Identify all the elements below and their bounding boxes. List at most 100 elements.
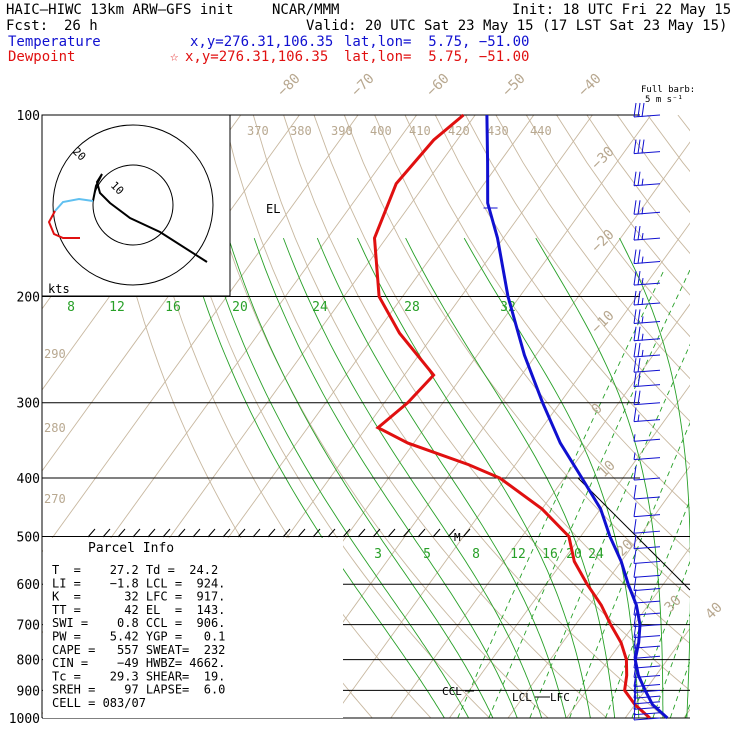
wind-barb — [633, 612, 661, 628]
wind-barb-shaft — [633, 655, 661, 659]
dry-adiabat-line — [434, 115, 690, 718]
valid-time: Valid: 20 UTC Sat 23 May 15 (17 LST Sat … — [306, 18, 728, 34]
pressure-label: 900 — [17, 684, 40, 699]
wind-barb-half — [641, 297, 644, 306]
wind-barb-flag — [633, 563, 637, 578]
isotherm-label: 10 — [596, 458, 619, 481]
parcel-line: Tc = 29.3 SHEAR= 19. — [52, 669, 225, 683]
pressure-label: 200 — [17, 291, 40, 306]
temperature-line — [485, 114, 669, 720]
wind-barb — [633, 372, 661, 388]
hatch-mark — [192, 528, 201, 538]
mixing-ratio-line — [698, 269, 740, 718]
mixing-ratio-label: 20 — [232, 300, 248, 315]
dry-adiabat-label: 280 — [44, 421, 66, 435]
lfc-label: LFC — [550, 691, 570, 704]
wind-barb-half — [633, 707, 636, 715]
wind-barb-shaft — [633, 665, 661, 669]
wind-barb-shaft — [633, 546, 661, 550]
theta-label: 370 — [247, 124, 269, 138]
dry-adiabat-label: 270 — [44, 492, 66, 506]
hatch-mark — [342, 528, 351, 538]
theta-label: 410 — [409, 124, 431, 138]
hatch-mark — [282, 528, 291, 538]
wind-barb-shaft — [633, 530, 661, 534]
wind-barb-flag — [633, 342, 637, 358]
isotherm-label: −80 — [275, 71, 304, 100]
wind-barb — [633, 678, 661, 693]
wind-barb-shaft — [633, 645, 661, 649]
mixing-ratio-line — [631, 268, 690, 718]
wind-barb-shaft — [633, 635, 661, 639]
wind-barb-shaft — [633, 689, 661, 693]
mixing-ratio-line — [605, 268, 690, 718]
lcl-label: LCL — [512, 691, 532, 704]
wind-barb-shaft — [633, 574, 661, 578]
wind-barb-shaft — [633, 674, 661, 678]
wind-barb-flag — [637, 139, 641, 154]
parcel-line: LI = −1.8 LCL = 924. — [52, 576, 225, 590]
wind-barb-flag — [633, 200, 637, 215]
wind-barb-shaft — [633, 457, 661, 461]
wind-barb-flag — [637, 171, 641, 186]
mixing-ratio-label: 8 — [472, 547, 480, 562]
init-time: Init: 18 UTC Fri 22 May 15 — [512, 2, 732, 18]
theta-label: 420 — [448, 124, 470, 138]
wind-barb-flag — [637, 326, 641, 341]
pressure-label: 1000 — [9, 712, 40, 727]
hatch-mark — [87, 528, 96, 538]
wind-barb — [633, 563, 661, 578]
isotherm-line — [42, 115, 359, 718]
mixing-ratio-label: 12 — [510, 547, 526, 562]
wind-barb-flag — [633, 623, 637, 638]
dry-adiabat-line — [252, 115, 666, 718]
dry-adiabat-line — [586, 115, 690, 718]
wind-barb — [633, 689, 661, 705]
hatch-mark — [432, 528, 441, 538]
theta-label: 390 — [331, 124, 353, 138]
wind-barb-half — [633, 452, 636, 460]
temperature-xy: x,y=276.31,106.35 — [190, 34, 334, 50]
barb-legend-units: 5 m s⁻¹ — [645, 95, 683, 105]
isotherm-line — [566, 115, 690, 718]
wind-barb-shaft — [633, 684, 661, 688]
wind-barb-flag — [633, 689, 637, 704]
hatch-mark — [372, 528, 381, 538]
hatch-mark — [297, 528, 306, 538]
isotherm-label: 40 — [703, 600, 726, 623]
wind-barb — [633, 589, 661, 604]
parcel-line: CELL = 083/07 — [52, 696, 146, 710]
wind-barb — [633, 139, 661, 155]
parcel-line: PW = 5.42 YGP = 0.1 — [52, 630, 225, 644]
wind-barb-shaft — [633, 514, 661, 518]
wind-barb-flag — [633, 589, 637, 604]
mixing-ratio-label: 8 — [67, 300, 75, 315]
moist-adiabat-line — [316, 237, 570, 718]
wind-barb-half — [641, 316, 644, 324]
dewpoint-latlon: lat,lon= 5.75, −51.00 — [344, 49, 530, 65]
mixing-ratio-label: 5 — [423, 547, 431, 562]
wind-barb — [633, 390, 661, 406]
parcel-line: CIN = −49 HWBZ= 4662. — [52, 656, 225, 670]
wind-barb — [633, 576, 661, 592]
wind-barb-flag — [633, 534, 637, 549]
fcst-value: 26 h — [64, 18, 98, 34]
wind-barb-flag — [637, 271, 641, 286]
wind-barb — [633, 519, 661, 534]
wind-barb-shaft — [633, 496, 661, 500]
wind-barb-flag — [637, 249, 641, 264]
wind-barb-half — [641, 349, 644, 358]
dry-adiabat-line — [283, 115, 690, 718]
wind-barb-flag — [633, 102, 637, 118]
isotherm-label: 20 — [614, 537, 637, 560]
hatch-mark — [252, 528, 261, 538]
ccl-label: CCL — [442, 685, 462, 698]
wind-barb-flag — [637, 226, 641, 241]
theta-label: 430 — [487, 124, 509, 138]
hatch-mark — [177, 528, 186, 538]
parcel-line: CAPE = 557 SWEAT= 232 — [52, 643, 225, 657]
wind-barb-flag — [637, 309, 641, 324]
wind-barb-half — [641, 278, 644, 286]
wind-barb-flag — [633, 684, 637, 699]
wind-barb — [633, 549, 661, 564]
